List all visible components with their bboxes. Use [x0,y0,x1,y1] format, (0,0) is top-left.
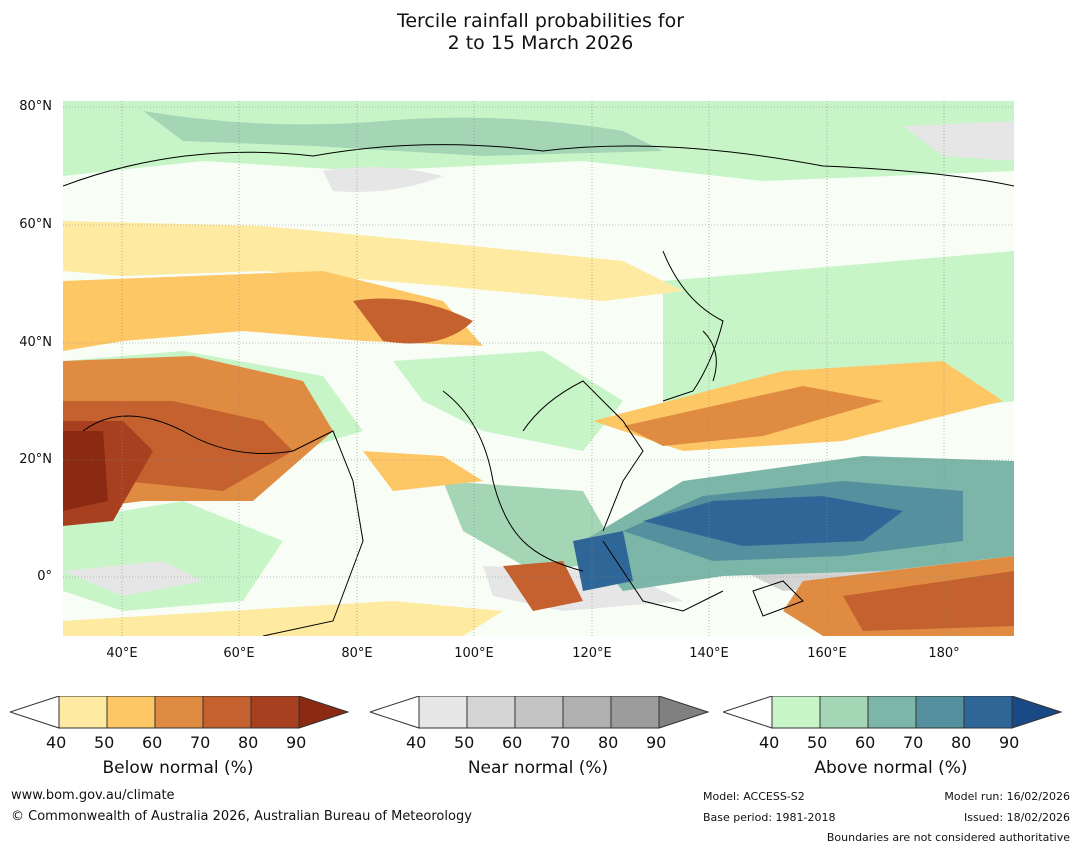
lat-label-80n: 80°N [19,99,52,114]
below-tick-70: 70 [190,733,211,752]
below-normal-colorbar [10,696,350,729]
lon-label-140e: 140°E [689,646,729,661]
model-run-date: Model run: 16/02/2026 [944,790,1070,803]
colorbar-segment [771,696,821,729]
lat-label-60n: 60°N [19,217,52,232]
colorbar-segment [658,696,710,729]
above-normal-ticks: 40 50 60 70 80 90 [759,733,1039,753]
rainfall-probability-map [63,101,1014,636]
lat-label-0: 0° [37,569,52,584]
above-tick-40: 40 [759,733,780,752]
title-line-1: Tercile rainfall probabilities for [396,10,685,32]
colorbar-segment [562,696,612,729]
model-name: Model: ACCESS-S2 [703,790,805,803]
website-link[interactable]: www.bom.gov.au/climate [11,788,175,803]
colorbar-segment [250,696,300,729]
base-period: Base period: 1981-2018 [703,811,836,824]
below-tick-50: 50 [94,733,115,752]
lon-label-100e: 100°E [454,646,494,661]
colorbar-segment [10,696,60,729]
near-normal-ticks: 40 50 60 70 80 90 [406,733,686,753]
lat-label-40n: 40°N [19,335,52,350]
colorbar-segment [1011,696,1063,729]
below-tick-80: 80 [238,733,259,752]
boundaries-disclaimer: Boundaries are not considered authoritat… [826,831,1070,844]
colorbar-segment [154,696,204,729]
colorbar-segment [819,696,869,729]
near-normal-title: Near normal (%) [467,758,609,778]
colorbar-segment [298,696,350,729]
above-tick-50: 50 [807,733,828,752]
colorbar-segment [58,696,108,729]
near-normal-colorbar [370,696,710,729]
lon-label-160e: 160°E [807,646,847,661]
colorbar-segment [514,696,564,729]
above-tick-70: 70 [903,733,924,752]
below-normal-regions [63,221,1014,636]
lon-label-180: 180° [928,646,960,661]
lon-label-120e: 120°E [572,646,612,661]
colorbar-segment [106,696,156,729]
coastlines [63,144,1014,636]
below-tick-90: 90 [286,733,307,752]
lon-label-80e: 80°E [341,646,373,661]
colorbar-segment [723,696,773,729]
lon-label-60e: 60°E [223,646,255,661]
colorbar-segment [963,696,1013,729]
below-normal-ticks: 40 50 60 70 80 90 [46,733,326,753]
above-normal-colorbar [723,696,1063,729]
colorbar-segment [202,696,252,729]
colorbar-segment [418,696,468,729]
issued-date: Issued: 18/02/2026 [963,811,1070,824]
below-tick-60: 60 [142,733,163,752]
colorbar-segment [915,696,965,729]
above-normal-strong-band [573,456,1014,591]
colorbar-segment [370,696,420,729]
lat-label-20n: 20°N [19,452,52,467]
below-normal-title: Below normal (%) [102,758,254,778]
near-tick-60: 60 [502,733,523,752]
above-tick-80: 80 [951,733,972,752]
colorbar-segment [610,696,660,729]
map-title: Tercile rainfall probabilities for 2 to … [0,10,1081,54]
below-tick-40: 40 [46,733,67,752]
above-tick-60: 60 [855,733,876,752]
title-line-2: 2 to 15 March 2026 [447,32,634,54]
copyright-notice: © Commonwealth of Australia 2026, Austra… [11,809,472,824]
above-tick-90: 90 [999,733,1020,752]
above-normal-title: Above normal (%) [814,758,968,778]
graticule [63,101,1014,636]
near-tick-90: 90 [646,733,667,752]
lon-label-40e: 40°E [106,646,138,661]
near-tick-50: 50 [454,733,475,752]
near-tick-80: 80 [598,733,619,752]
colorbar-segment [867,696,917,729]
colorbar-segment [466,696,516,729]
near-tick-70: 70 [550,733,571,752]
near-tick-40: 40 [406,733,427,752]
